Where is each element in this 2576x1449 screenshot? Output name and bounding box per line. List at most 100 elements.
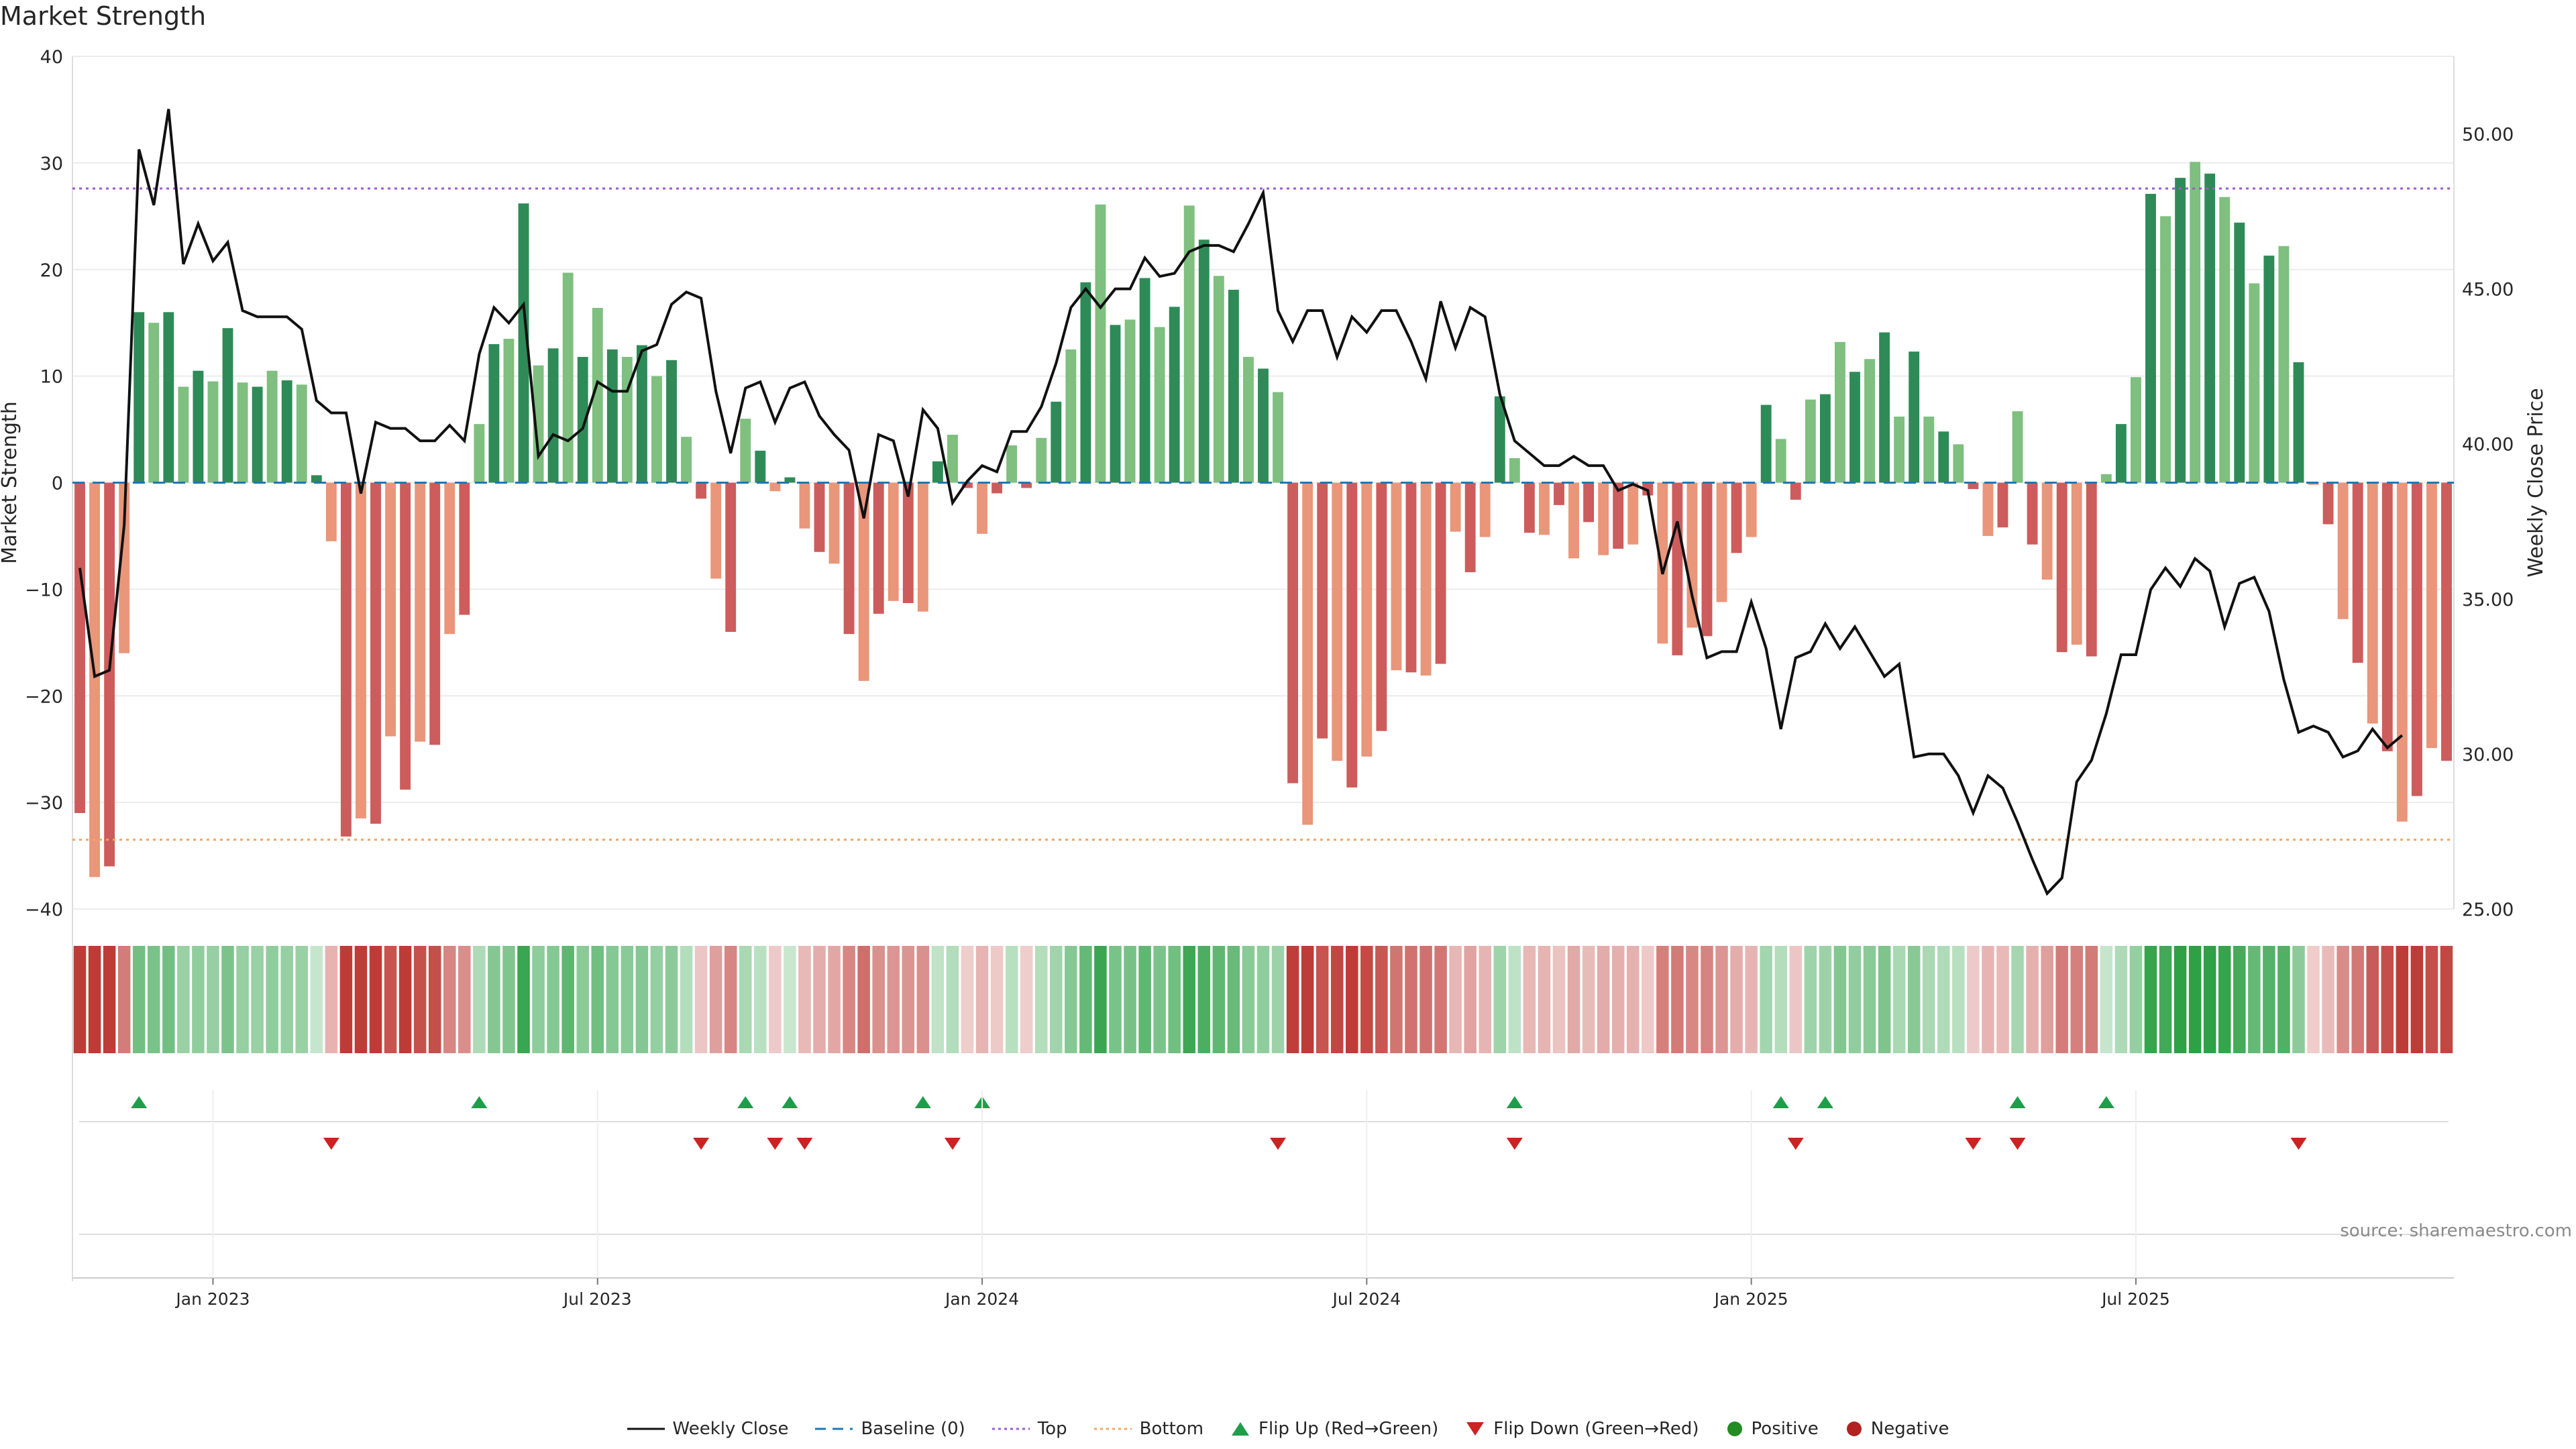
legend-item-flip-up: Flip Up (Red→Green) [1230, 1419, 1438, 1439]
strength-heat-cell [1242, 946, 1255, 1053]
strength-bar [1006, 445, 1018, 483]
strength-bar [2041, 482, 2053, 580]
flip-down-marker [1965, 1138, 1982, 1150]
legend-label-top: Top [1037, 1419, 1067, 1439]
weekly-close-line [78, 109, 2404, 896]
strength-bar [592, 307, 603, 483]
strength-bar [1228, 289, 1239, 483]
strength-bar [163, 312, 174, 483]
strength-bar [696, 482, 707, 499]
strength-heat-cell [916, 946, 930, 1053]
strength-heat-cell [1168, 946, 1181, 1053]
strength-heat-cell [2055, 946, 2068, 1053]
legend-label-flip-up: Flip Up (Red→Green) [1258, 1419, 1439, 1439]
strength-heat-cell [931, 946, 945, 1053]
strength-bar [2056, 482, 2068, 653]
strength-bar [1376, 482, 1387, 731]
strength-heat-cell [1774, 946, 1787, 1053]
strength-heat-cell [236, 946, 249, 1053]
strength-bar [2337, 482, 2349, 619]
strength-bar [2441, 482, 2452, 761]
strength-bar [1760, 405, 1772, 483]
strength-heat-cell [813, 946, 826, 1053]
flip-down-marker [944, 1138, 961, 1150]
strength-heat-cell [709, 946, 722, 1053]
strength-bar [1953, 444, 1964, 483]
strength-heat-cell [1760, 946, 1772, 1053]
flip-up-marker [782, 1096, 798, 1108]
strength-heat-cell [1819, 946, 1832, 1053]
x-tick-label: Jul 2024 [1331, 1289, 1401, 1309]
strength-bar [740, 419, 751, 483]
strength-heat-cell [946, 946, 959, 1053]
strength-heat-cell [1833, 946, 1847, 1053]
flip-up-marker [1817, 1096, 1833, 1108]
y2-tick-label: 45.00 [2462, 280, 2514, 301]
y-tick-label: −30 [25, 793, 63, 814]
strength-heat-cell [1538, 946, 1551, 1053]
strength-bar [1716, 482, 1727, 602]
strength-heat-cell [1346, 946, 1358, 1053]
strength-heat-cell [339, 946, 353, 1053]
strength-heat-cell [2425, 946, 2438, 1053]
flip-down-marker [693, 1138, 710, 1150]
strength-heat-cell [1360, 946, 1373, 1053]
strength-heat-cell [1567, 946, 1580, 1053]
strength-heat-cell [1789, 946, 1803, 1053]
strength-bar [977, 482, 987, 534]
strength-bar [1051, 401, 1062, 483]
strength-heat-cell [502, 946, 515, 1053]
legend-item-bottom: Bottom [1093, 1419, 1203, 1439]
strength-heat-cell [1271, 946, 1285, 1053]
strength-heat-cell [591, 946, 604, 1053]
strength-heat-cell [1183, 946, 1196, 1053]
strength-heat-cell [1227, 946, 1240, 1053]
flip-down-marker [796, 1138, 813, 1150]
strength-bar [577, 357, 588, 483]
strength-bar [444, 482, 455, 635]
x-tick-label: Jan 2024 [944, 1289, 1019, 1309]
strength-bar [547, 348, 559, 483]
strength-heat-cell [1256, 946, 1270, 1053]
strength-heat-cell [2041, 946, 2053, 1053]
strength-heat-cell [2233, 946, 2246, 1053]
strength-bar [1775, 439, 1786, 483]
legend-item-positive: Positive [1726, 1419, 1819, 1439]
strength-bar [1080, 282, 1091, 483]
strength-heat-cell [443, 946, 456, 1053]
strength-bar [873, 482, 884, 614]
strength-heat-cell [1715, 946, 1728, 1053]
legend-item-negative: Negative [1845, 1419, 1949, 1439]
strength-bar [1849, 372, 1860, 483]
strength-bar [1479, 482, 1491, 537]
strength-bar [1139, 278, 1150, 483]
strength-heat-cell [2307, 946, 2320, 1053]
strength-bar [2367, 482, 2378, 724]
strength-heat-cell [2337, 946, 2349, 1053]
strength-bar [606, 349, 618, 483]
strength-bar [858, 482, 869, 682]
strength-heat-cell [769, 946, 782, 1053]
strength-bar [2071, 482, 2082, 645]
strength-heat-cell [325, 946, 338, 1053]
y2-tick-label: 40.00 [2462, 435, 2514, 455]
strength-heat-cell [369, 946, 382, 1053]
strength-heat-cell [2070, 946, 2083, 1053]
strength-bar [2396, 482, 2408, 822]
strength-bar [1036, 437, 1047, 483]
strength-bar [1183, 205, 1195, 483]
strength-bar [1287, 482, 1299, 784]
strength-bar [222, 328, 233, 483]
strength-bar [2263, 256, 2275, 483]
strength-heat-cell [2144, 946, 2157, 1053]
strength-bar [1968, 482, 1979, 490]
strength-heat-cell [650, 946, 663, 1053]
strength-heat-cell [310, 946, 323, 1053]
strength-heat-cell [1626, 946, 1640, 1053]
strength-bar [2249, 283, 2260, 483]
strength-heat-cell [857, 946, 870, 1053]
strength-bar [828, 482, 840, 564]
strength-heat-cell [1996, 946, 2009, 1053]
